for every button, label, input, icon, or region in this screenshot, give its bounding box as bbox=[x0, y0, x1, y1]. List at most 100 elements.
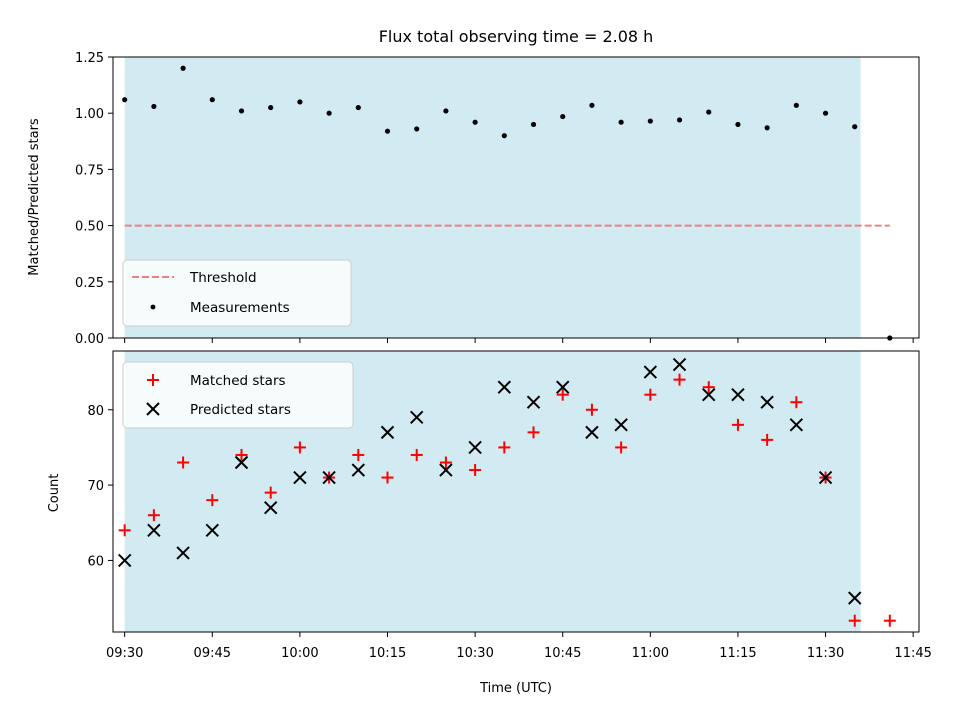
measurement-point bbox=[297, 99, 303, 105]
measurement-point bbox=[764, 125, 770, 131]
predicted-star-point bbox=[526, 395, 541, 409]
matched-star-point bbox=[381, 471, 394, 484]
predicted-star-point bbox=[176, 546, 190, 560]
chart-title: Flux total observing time = 2.08 h bbox=[379, 27, 654, 46]
y-tick-label: 0.50 bbox=[75, 220, 104, 235]
predicted-star-point bbox=[731, 387, 745, 402]
measurement-point bbox=[501, 133, 507, 139]
x-tick-label: 11:00 bbox=[632, 646, 669, 661]
legend-threshold-label: Threshold bbox=[189, 270, 257, 286]
matched-star-point bbox=[264, 486, 277, 499]
x-tick-label: 09:30 bbox=[106, 646, 143, 661]
measurement-point bbox=[530, 121, 537, 128]
predicted-star-point bbox=[702, 387, 716, 402]
legend-measurements-swatch bbox=[150, 304, 156, 310]
predicted-star-point bbox=[147, 523, 161, 538]
x-tick-label: 10:45 bbox=[544, 646, 581, 661]
matched-star-point bbox=[883, 614, 896, 627]
top-panel: 0.00 0.25 0.50 0.75 1.00 1.25 Flux total obse… bbox=[27, 27, 920, 347]
matched-star-point bbox=[790, 396, 803, 409]
x-tick-label: 11:30 bbox=[807, 646, 844, 661]
measurement-point bbox=[355, 104, 361, 111]
predicted-star-point bbox=[263, 500, 278, 515]
bottom-panel: 60 70 80 09:30 09:45 10:00 10:15 10:30 10:45 11:… bbox=[47, 350, 932, 696]
matched-star-point bbox=[469, 464, 482, 477]
measurement-point bbox=[793, 102, 799, 108]
measurement-point bbox=[676, 117, 683, 123]
bottom-x-ticks: 09:30 09:45 10:00 10:15 10:30 10:45 11:00 11:15… bbox=[106, 632, 932, 661]
bottom-y-axis-label: Count bbox=[47, 474, 62, 513]
matched-star-point bbox=[206, 494, 219, 507]
predicted-star-point bbox=[380, 425, 395, 440]
matched-star-point bbox=[615, 441, 628, 454]
legend-predicted-swatch bbox=[146, 402, 160, 416]
matched-star-point bbox=[527, 426, 540, 439]
bottom-legend: Matched stars Predicted stars bbox=[122, 361, 354, 429]
x-tick-label: 11:45 bbox=[894, 646, 931, 661]
predicted-star-point bbox=[234, 455, 249, 470]
measurement-point bbox=[706, 109, 712, 115]
legend-predicted-label: Predicted stars bbox=[190, 402, 291, 418]
y-tick-label: 60 bbox=[87, 554, 104, 569]
predicted-star-point bbox=[556, 380, 570, 394]
matched-star-point bbox=[410, 448, 423, 461]
measurement-point bbox=[326, 110, 332, 116]
x-tick-label: 09:45 bbox=[194, 646, 231, 661]
predicted-stars-points bbox=[117, 357, 862, 605]
x-axis-label: Time (UTC) bbox=[479, 681, 552, 696]
measurement-point bbox=[443, 108, 449, 114]
measurement-point bbox=[647, 118, 653, 124]
measurement-point bbox=[268, 104, 274, 111]
measurement-point bbox=[560, 113, 566, 120]
predicted-star-point bbox=[672, 357, 687, 372]
predicted-star-point bbox=[789, 418, 804, 432]
x-tick-label: 10:30 bbox=[456, 646, 493, 661]
top-axes-frame bbox=[112, 56, 920, 339]
matched-star-point bbox=[848, 614, 861, 627]
y-tick-label: 80 bbox=[87, 404, 104, 419]
top-y-axis-label: Matched/Predicted stars bbox=[27, 118, 42, 276]
measurement-point bbox=[735, 121, 741, 128]
measurement-point bbox=[589, 102, 595, 108]
legend-measurements-label: Measurements bbox=[190, 300, 290, 316]
predicted-star-point bbox=[439, 463, 453, 477]
x-tick-label: 10:15 bbox=[369, 646, 406, 661]
predicted-star-point bbox=[322, 470, 336, 485]
matched-star-point bbox=[439, 456, 452, 469]
matched-star-point bbox=[702, 381, 715, 394]
predicted-star-point bbox=[818, 470, 833, 485]
predicted-star-point bbox=[848, 591, 862, 605]
top-legend: Threshold Measurements bbox=[122, 259, 352, 327]
matched-star-point bbox=[352, 448, 365, 461]
matched-star-point bbox=[761, 433, 774, 446]
predicted-star-point bbox=[468, 440, 482, 455]
matched-star-point bbox=[235, 448, 248, 461]
predicted-star-point bbox=[117, 553, 132, 568]
matched-star-point bbox=[731, 418, 744, 431]
measurement-point bbox=[238, 108, 245, 114]
matched-star-point bbox=[293, 441, 306, 454]
top-x-ticks bbox=[124, 338, 914, 343]
predicted-star-point bbox=[293, 470, 307, 485]
predicted-star-point bbox=[643, 365, 658, 379]
matched-star-point bbox=[585, 403, 598, 416]
matched-star-point bbox=[147, 509, 160, 522]
y-tick-label: 0.00 bbox=[75, 332, 104, 347]
matched-star-point bbox=[556, 388, 569, 401]
bottom-y-ticks: 60 70 80 bbox=[87, 404, 113, 569]
matched-star-point bbox=[673, 373, 686, 386]
legend-matched-swatch bbox=[147, 374, 159, 386]
measurement-point bbox=[209, 97, 215, 103]
y-tick-label: 1.00 bbox=[75, 107, 104, 122]
predicted-star-point bbox=[585, 425, 599, 440]
measurement-point bbox=[151, 103, 157, 110]
measurement-point bbox=[852, 124, 858, 130]
measurement-point bbox=[180, 65, 186, 71]
matched-star-point bbox=[498, 441, 511, 454]
y-tick-label: 1.25 bbox=[75, 51, 104, 66]
measurement-point bbox=[384, 128, 391, 134]
measurement-point bbox=[472, 119, 478, 125]
matched-stars-points bbox=[118, 373, 896, 627]
predicted-star-point bbox=[351, 463, 366, 477]
